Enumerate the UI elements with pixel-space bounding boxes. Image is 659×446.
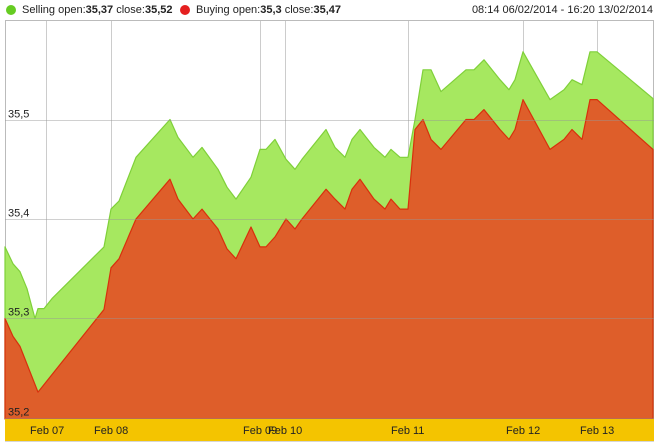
- buying-close-value: 35,47: [313, 4, 341, 16]
- y-tick-label: 35,3: [8, 307, 29, 319]
- buying-open-value: 35,3: [260, 4, 282, 16]
- selling-label: Selling: [22, 4, 56, 16]
- x-tick-label: Feb 12: [506, 425, 540, 437]
- x-tick-label: Feb 11: [391, 425, 424, 437]
- legend-item-selling[interactable]: Selling open: 35,37 close: 35,52: [6, 4, 173, 16]
- selling-close-value: 35,52: [144, 4, 173, 16]
- x-tick-label: Feb 08: [94, 425, 128, 437]
- selling-dot-icon: [6, 5, 16, 15]
- buying-open-label: open:: [232, 4, 261, 16]
- x-axis-band: [5, 419, 654, 441]
- x-tick-label: Feb 09: [243, 425, 277, 437]
- y-tick-label: 35,2: [8, 407, 29, 419]
- date-range: 08:14 06/02/2014 - 16:20 13/02/2014: [471, 4, 653, 16]
- x-tick-label: Feb 07: [30, 425, 64, 437]
- y-tick-label: 35,4: [8, 208, 29, 220]
- chart-legend: Selling open: 35,37 close: 35,52 Buying op…: [0, 0, 659, 20]
- buying-close-label: close:: [284, 4, 314, 16]
- y-axis-labels: 35,2 35,3 35,4 35,5: [8, 109, 29, 419]
- buying-area: [4, 99, 654, 420]
- selling-open-value: 35,37: [85, 4, 114, 16]
- x-tick-label: Feb 10: [268, 425, 302, 437]
- selling-open-label: open:: [58, 4, 86, 16]
- legend-item-buying[interactable]: Buying open: 35,3 close: 35,47: [180, 4, 341, 16]
- buying-dot-icon: [180, 5, 190, 15]
- x-tick-label: Feb 13: [580, 425, 614, 437]
- buying-label: Buying: [196, 4, 230, 16]
- selling-close-label: close:: [116, 4, 145, 16]
- y-tick-label: 35,5: [8, 109, 29, 121]
- horizontal-gridlines: [5, 120, 654, 419]
